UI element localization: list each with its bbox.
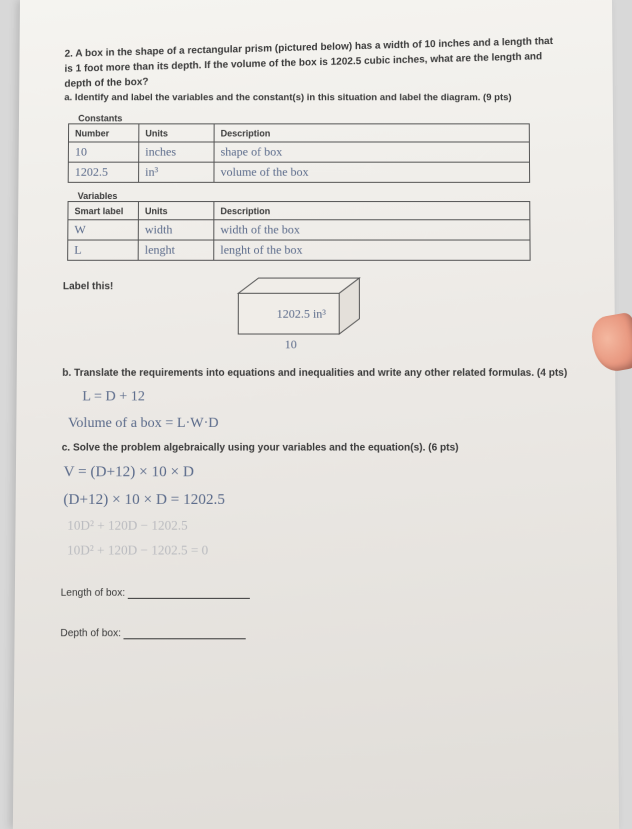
const-number: 10 — [68, 142, 138, 162]
header-units: Units — [138, 202, 214, 220]
variables-title: Variables — [78, 191, 579, 201]
const-desc: shape of box — [214, 142, 529, 162]
header-smartlabel: Smart label — [68, 202, 139, 220]
depth-answer-line: Depth of box: — [60, 628, 582, 639]
var-label: W — [68, 220, 139, 240]
var-units: lenght — [138, 240, 214, 260]
worksheet-paper: 2. A box in the shape of a rectangular p… — [13, 0, 619, 829]
const-units: in³ — [139, 162, 214, 182]
table-header-row: Smart label Units Description — [68, 202, 530, 220]
const-units: inches — [139, 142, 214, 162]
handwritten-equation: Volume of a box = L·W·D — [68, 416, 580, 432]
part-b-prompt: b. Translate the requirements into equat… — [62, 368, 580, 379]
problem-statement: 2. A box in the shape of a rectangular p… — [64, 33, 577, 92]
var-label: L — [68, 240, 139, 260]
var-units: width — [138, 220, 214, 240]
table-row: W width width of the box — [68, 220, 530, 240]
header-number: Number — [68, 124, 138, 142]
constants-title: Constants — [78, 114, 578, 124]
header-description: Description — [214, 124, 529, 142]
length-label: Length of box: — [61, 588, 126, 599]
handwritten-faded: 10D² + 120D − 1202.5 = 0 — [67, 542, 581, 559]
part-a-prompt: a. Identify and label the variables and … — [64, 91, 578, 105]
const-desc: volume of the box — [214, 162, 530, 182]
depth-label: Depth of box: — [60, 628, 121, 639]
problem-number: 2. — [65, 49, 73, 60]
prism-volume-label: 1202.5 in³ — [277, 307, 327, 321]
label-this-text: Label this! — [63, 281, 114, 292]
length-blank — [128, 589, 250, 599]
problem-line3: depth of the box? — [64, 77, 148, 90]
variables-table: Smart label Units Description W width wi… — [67, 201, 530, 261]
header-units: Units — [139, 124, 214, 142]
header-description: Description — [214, 202, 530, 220]
table-row: 10 inches shape of box — [68, 142, 529, 162]
constants-table: Number Units Description 10 inches shape… — [68, 124, 530, 183]
handwritten-faded: 10D² + 120D − 1202.5 — [67, 518, 581, 534]
table-row: L lenght lenght of the box — [68, 240, 530, 260]
depth-blank — [124, 629, 246, 639]
var-desc: width of the box — [214, 220, 530, 240]
const-number: 1202.5 — [68, 162, 138, 182]
prism-diagram: 1202.5 in³ 10 — [229, 273, 381, 357]
table-row: 1202.5 in³ volume of the box — [68, 162, 529, 182]
length-answer-line: Length of box: — [61, 588, 582, 599]
part-c-prompt: c. Solve the problem algebraically using… — [62, 443, 581, 454]
table-header-row: Number Units Description — [68, 124, 529, 142]
rectangular-prism-icon: 1202.5 in³ 10 — [229, 273, 381, 352]
handwritten-equation: (D+12) × 10 × D = 1202.5 — [63, 492, 581, 509]
var-desc: lenght of the box — [214, 240, 530, 260]
handwritten-equation: V = (D+12) × 10 × D — [64, 464, 581, 481]
prism-width-label: 10 — [285, 337, 297, 351]
handwritten-equation: L = D + 12 — [82, 389, 580, 405]
